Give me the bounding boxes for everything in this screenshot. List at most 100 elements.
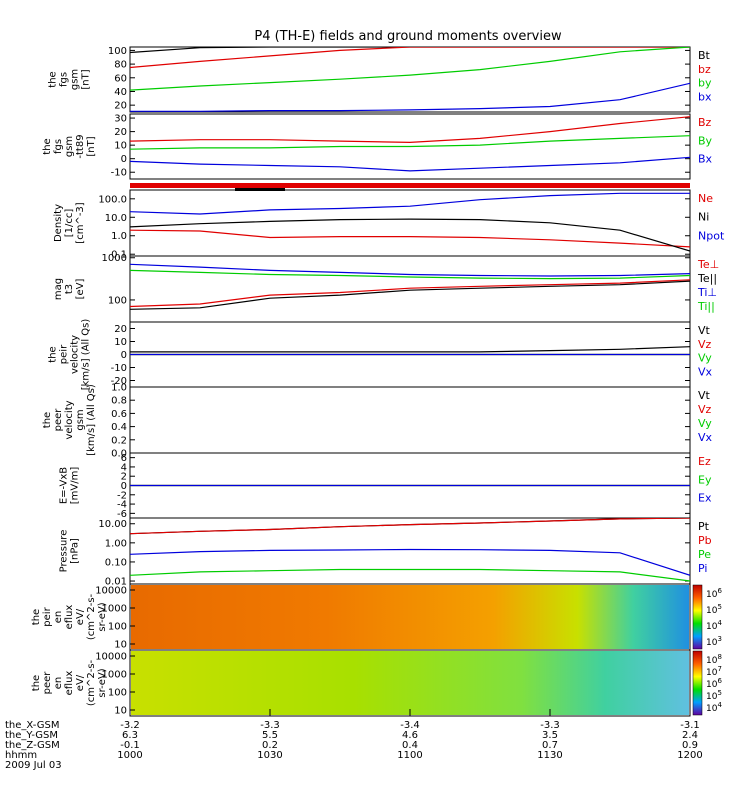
spectrogram (131, 651, 689, 715)
footer-value: 5.5 (262, 730, 278, 741)
ylabel-line: peir (59, 344, 70, 364)
y-tick-label: -6 (117, 509, 127, 520)
ylabel-line: the (31, 609, 42, 625)
y-tick-label: -20 (111, 376, 127, 387)
panel-ylabel: thefgsgsm[nT] (48, 69, 92, 90)
ylabel-line: E=-VxB (59, 467, 70, 504)
ylabel-line: the (42, 412, 53, 428)
ylabel-line: fgs (59, 72, 70, 87)
legend-By: By (698, 134, 713, 147)
y-tick-label: 1.00 (105, 538, 127, 549)
panel-5: thepeervelocitygsm[km/s] (All Qs) 1.0 0.8 0… (42, 383, 713, 460)
series-line-Pb (130, 518, 690, 535)
footer-value: 1200 (677, 750, 702, 761)
ylabel-line: [mV/m] (70, 467, 81, 505)
ylabel-line: peir (42, 606, 53, 626)
colorbar-exponent: 3 (717, 635, 721, 643)
ylabel-line: [km/s] (All Qs) (86, 384, 97, 456)
legend-Vt: Vt (698, 389, 711, 402)
footer-value: 0.2 (262, 740, 278, 751)
ylabel-line: the (42, 138, 53, 154)
y-tick-label: 4 (121, 462, 127, 473)
legend-bx: bx (698, 90, 712, 103)
panel-3: magt3[eV] 1000 100 Te⊥Te||Ti⊥Ti|| (53, 253, 719, 323)
colorbar-exponent: 5 (717, 689, 721, 697)
footer-value: 1000 (117, 750, 142, 761)
ylabel-line: t3 (64, 284, 75, 294)
ylabel-line: fgs (53, 139, 64, 154)
colorbar-exponent: 4 (717, 619, 722, 627)
colorbar-exponent: 6 (717, 587, 722, 595)
legend-Pi: Pi (698, 562, 707, 575)
panel-ylabel: thepeirenefluxeV/(cm^2-s-sr-eV) (31, 593, 108, 640)
panel-frame (129, 255, 691, 323)
y-tick-label: 10.0 (105, 213, 127, 224)
panel-ylabel: Density[1/cc][cm^-3] (53, 202, 86, 243)
series-line-Ti⊥ (130, 263, 690, 277)
y-tick-label: 60 (114, 73, 127, 84)
y-tick-label: 10 (114, 141, 127, 152)
y-tick-label: 0 (121, 350, 127, 361)
panel-ylabel: thepeirvelocity[km/s] (All Qs) (48, 319, 92, 391)
legend-Vx: Vx (698, 365, 713, 378)
legend-Vy: Vy (698, 352, 712, 365)
y-tick-label: 20 (114, 324, 127, 335)
panel-frame (129, 113, 691, 180)
series-line-bz (130, 47, 690, 69)
y-tick-label: 1.0 (111, 383, 127, 394)
ylabel-line: [nT] (81, 69, 92, 89)
legend-Te||: Te|| (697, 272, 717, 285)
y-tick-label: 0.6 (111, 409, 127, 420)
colorbar-exponent: 5 (717, 603, 721, 611)
footer-value: 1130 (537, 750, 562, 761)
panel-2: Density[1/cc][cm^-3] 100.0 10.0 1.0 0.1 Ne Ni N… (53, 189, 725, 261)
ylabel-line: the (48, 71, 59, 87)
footer-value: 2.4 (682, 730, 698, 741)
legend-Vz: Vz (698, 338, 712, 351)
series-line-Ni (130, 218, 690, 252)
y-tick-label: 20 (114, 101, 127, 112)
series-line-Bt (130, 47, 690, 54)
ylabel-line: en (53, 677, 64, 690)
footer-value: -3.3 (540, 720, 560, 731)
colorbar-label: 104 (706, 619, 722, 632)
ylabel-line: eflux (64, 671, 75, 696)
ylabel-line: (cm^2-s- (86, 593, 97, 640)
ylabel-line: (cm^2-s- (86, 659, 97, 706)
ylabel-line: eV/ (75, 674, 86, 691)
ylabel-line: gsm (64, 136, 75, 157)
ylabel-line: gsm (75, 409, 86, 430)
series-line-Npot (130, 192, 690, 215)
colorbar-label: 105 (706, 603, 722, 616)
series-line-Pe (130, 568, 690, 582)
ylabel-line: eflux (64, 605, 75, 630)
colorbar-exponent: 4 (717, 701, 722, 709)
y-tick-label: 80 (114, 60, 127, 71)
figure-title: P4 (TH-E) fields and ground moments over… (254, 29, 562, 44)
colorbar-label: 104 (706, 701, 722, 714)
series-line-Bx (130, 156, 690, 172)
panel-ylabel: thepeerenefluxeV/(cm^2-s-sr-eV) (31, 659, 108, 706)
footer-row-label: hhmm (5, 750, 37, 761)
ylabel-line: sr-eV) (97, 602, 108, 631)
legend-Te⊥: Te⊥ (697, 258, 719, 271)
panels-group: thefgsgsm[nT]10080604020Btbzbybxthefgsgs… (31, 46, 725, 717)
panel-1: thefgsgsm-tt89[nT] 30 20 10 0 -10 Bz By Bx (42, 113, 713, 180)
panel-ylabel: Pressure[nPa] (59, 530, 81, 573)
ylabel-line: gsm (70, 69, 81, 90)
series-line-Te⊥ (130, 279, 690, 308)
colorbar (692, 650, 703, 716)
ylabel-line: en (53, 611, 64, 624)
colorbar (692, 584, 703, 650)
y-tick-label: 0.4 (111, 422, 127, 433)
y-tick-label: -2 (117, 490, 127, 501)
footer-value: -3.4 (400, 720, 420, 731)
legend-Pb: Pb (698, 534, 712, 547)
footer-row-label: the_Y-GSM (5, 730, 58, 741)
colorbar-exponent: 8 (717, 653, 721, 661)
legend-bz: bz (698, 63, 711, 76)
y-tick-label: 10000 (95, 652, 127, 663)
y-tick-label: 1000 (102, 670, 127, 681)
